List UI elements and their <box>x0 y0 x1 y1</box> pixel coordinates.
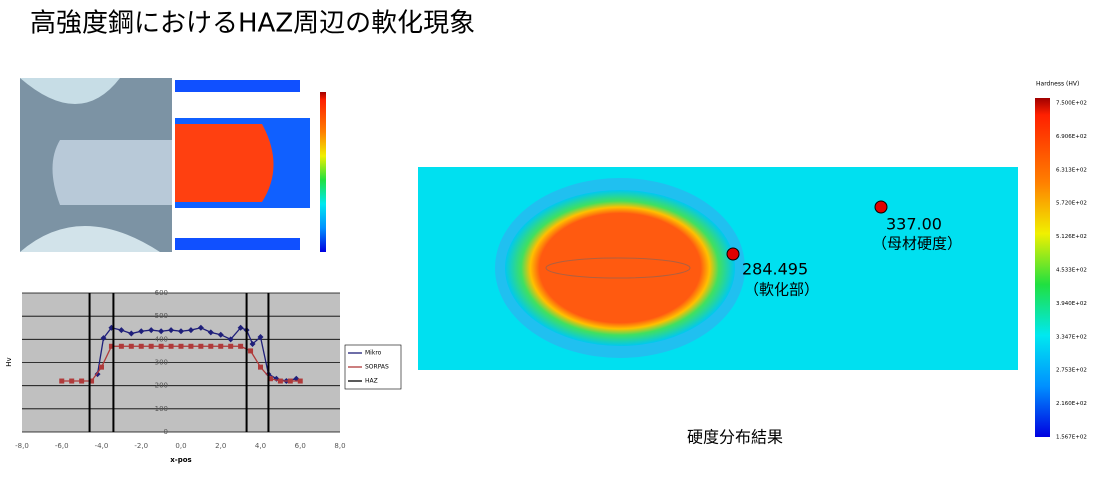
x-tick-label: 4,0 <box>255 442 266 450</box>
x-tick-label: 2,0 <box>215 442 226 450</box>
marker <box>208 343 214 349</box>
fe-nugget <box>175 124 274 202</box>
x-tick-label: -2,0 <box>134 442 148 450</box>
y-tick-label: 600 <box>155 289 168 297</box>
photo-area <box>20 78 120 104</box>
marker <box>218 343 224 349</box>
marker <box>187 327 194 334</box>
marker <box>118 327 125 334</box>
colorbar-label: 5.720E+02 <box>1056 201 1087 207</box>
legend-label: SORPAS <box>365 364 389 371</box>
marker <box>237 324 244 331</box>
slide-title: 高強度鋼におけるHAZ周辺の軟化現象 <box>30 9 475 39</box>
marker <box>188 343 194 349</box>
marker <box>168 327 175 334</box>
x-tick-label: 0,0 <box>175 442 186 450</box>
point-value: 284.495 <box>742 260 808 279</box>
colorbar-label: 6.313E+02 <box>1056 167 1087 173</box>
marker <box>100 335 107 342</box>
y-tick-label: 100 <box>155 405 168 413</box>
marker <box>287 378 293 384</box>
colorbar-label: 4.533E+02 <box>1056 268 1087 274</box>
marker <box>248 348 254 354</box>
marker <box>158 343 164 349</box>
point-marker <box>726 247 740 261</box>
marker <box>228 343 234 349</box>
colorbar-label: 3.940E+02 <box>1056 301 1087 307</box>
marker <box>128 343 134 349</box>
point-marker <box>874 200 888 214</box>
colorbar-label: 5.126E+02 <box>1056 234 1087 240</box>
y-tick-label: 0 <box>164 428 168 436</box>
marker <box>99 364 104 370</box>
marker <box>217 331 224 338</box>
legend-label: Mikro <box>365 350 382 357</box>
marker <box>59 378 65 384</box>
marker <box>267 376 273 382</box>
point-note: （軟化部） <box>744 281 819 299</box>
point-value: 337.00 <box>886 215 942 234</box>
x-tick-label: -6,0 <box>55 442 69 450</box>
colorbar-label: 2.753E+02 <box>1056 368 1087 374</box>
legend-label: HAZ <box>365 378 378 385</box>
marker <box>138 343 144 349</box>
x-tick-label: 6,0 <box>295 442 306 450</box>
photo-nugget <box>52 140 172 205</box>
x-tick-label: -4,0 <box>95 442 109 450</box>
contour-outline <box>545 257 691 279</box>
marker <box>69 378 75 384</box>
marker <box>108 343 114 349</box>
contour-nugget <box>505 190 735 346</box>
marker <box>178 343 184 349</box>
colorbar-label: 1.567E+02 <box>1056 435 1087 441</box>
y-axis-title: Hv <box>5 357 13 366</box>
marker <box>257 334 264 341</box>
colorbar-label: 6.906E+02 <box>1056 134 1087 140</box>
marker <box>128 330 135 337</box>
marker <box>297 378 303 384</box>
x-tick-label: 8,0 <box>334 442 345 450</box>
marker <box>277 378 283 384</box>
colorbar <box>1035 98 1050 437</box>
marker <box>178 328 184 335</box>
marker <box>79 378 85 384</box>
marker <box>207 329 214 336</box>
x-tick-label: -8,0 <box>15 442 29 450</box>
marker <box>138 328 145 335</box>
marker <box>118 343 124 349</box>
colorbar-label: 2.160E+02 <box>1056 401 1087 407</box>
marker <box>148 327 155 334</box>
marker <box>168 343 174 349</box>
marker <box>198 343 204 349</box>
y-tick-label: 400 <box>155 335 168 343</box>
point-note: （母材硬度） <box>872 235 962 253</box>
photo-area <box>20 226 160 252</box>
caption: 硬度分布結果 <box>687 428 783 447</box>
marker <box>227 336 234 343</box>
marker <box>158 328 165 335</box>
marker <box>238 343 244 349</box>
colorbar-title: Hardness (HV) <box>1036 81 1079 88</box>
fe-colorbar <box>320 92 326 252</box>
marker <box>197 324 204 331</box>
x-axis-title: x-pos <box>170 456 191 464</box>
marker <box>258 364 263 370</box>
marker <box>148 343 154 349</box>
colorbar-label: 7.500E+02 <box>1056 101 1087 107</box>
marker <box>89 378 95 384</box>
marker <box>249 340 256 347</box>
colorbar-label: 3.347E+02 <box>1056 334 1087 340</box>
y-tick-label: 500 <box>155 312 168 320</box>
y-tick-label: 200 <box>155 382 168 390</box>
y-tick-label: 300 <box>155 359 168 367</box>
